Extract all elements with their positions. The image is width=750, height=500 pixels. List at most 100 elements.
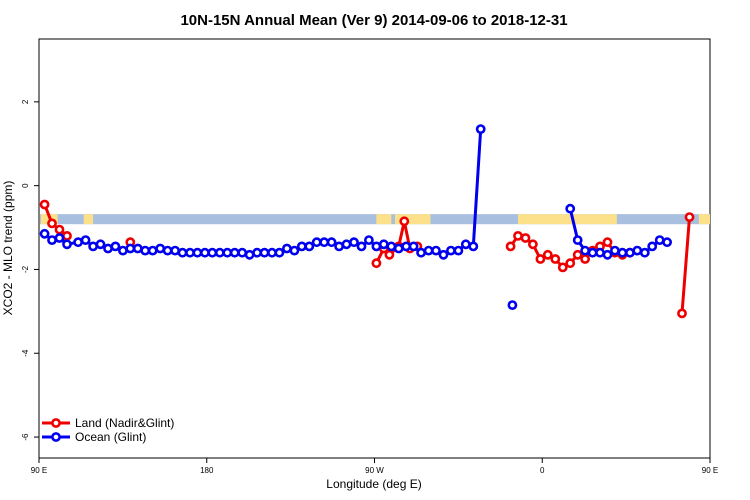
y-tick-label: 0	[21, 183, 30, 188]
ocean-data-point	[460, 239, 471, 250]
legend-ocean-marker	[51, 432, 61, 442]
ocean-data-point	[475, 124, 486, 135]
land-data-point	[557, 262, 568, 273]
ocean-data-point	[617, 247, 628, 258]
ocean-data-point	[647, 241, 658, 252]
ocean-data-point	[39, 228, 50, 239]
ocean-data-point	[468, 241, 479, 252]
axis-layer: 90 E 180 90 W 0 90 E -6 -4 -2 0 2	[21, 99, 718, 475]
land-data-point	[399, 216, 410, 227]
land-data-point	[550, 254, 561, 264]
land-band-segment	[698, 214, 710, 225]
ocean-data-point	[431, 245, 441, 256]
land-data-point	[39, 199, 50, 210]
land-data-point	[684, 212, 695, 222]
ocean-data-point	[177, 247, 188, 258]
land-data-point	[54, 224, 65, 235]
ocean-data-point	[95, 239, 106, 250]
x-tick-label: 90 E	[31, 466, 47, 475]
x-tick-label: 180	[200, 466, 214, 475]
land-data-point	[677, 308, 687, 319]
ocean-data-point	[289, 245, 300, 256]
ocean-data-point	[445, 245, 456, 256]
land-data-point	[602, 237, 613, 248]
land-data-point	[62, 230, 72, 241]
ocean-data-point	[580, 245, 590, 256]
ocean-data-point	[602, 249, 613, 260]
ocean-data-point	[610, 245, 620, 256]
ocean-data-point	[378, 239, 389, 250]
land-data-point	[513, 230, 523, 241]
y-tick-label: -2	[21, 265, 30, 273]
x-tick-label: 0	[540, 466, 545, 475]
ocean-data-point	[408, 241, 419, 252]
ocean-data-point	[125, 243, 136, 254]
land-band-segment	[395, 214, 431, 225]
ocean-data-point	[281, 243, 292, 254]
ocean-data-point	[259, 247, 270, 258]
ocean-data-point	[356, 241, 367, 252]
ocean-data-point	[62, 239, 72, 250]
ocean-data-point	[296, 241, 307, 252]
ocean-data-point	[192, 247, 203, 258]
ocean-data-point	[311, 237, 322, 248]
y-tick-label: -4	[21, 349, 30, 357]
legend-land-marker	[51, 418, 61, 428]
ocean-data-point	[639, 247, 650, 258]
land-data-point	[384, 249, 395, 260]
land-series-line	[680, 216, 691, 314]
y-tick-label: -6	[21, 433, 30, 441]
ocean-data-point	[80, 235, 91, 245]
land-data-point	[505, 241, 516, 252]
ocean-data-point	[162, 245, 173, 256]
ocean-data-point	[304, 241, 315, 252]
ocean-data-point	[207, 247, 218, 258]
ocean-data-point	[274, 247, 285, 258]
ocean-data-point	[572, 235, 583, 245]
land-band-segment	[376, 214, 392, 225]
ocean-data-point	[341, 239, 352, 250]
land-data-point	[535, 254, 546, 264]
legend-ocean-label: Ocean (Glint)	[75, 430, 146, 444]
ocean-data-point	[47, 235, 57, 245]
series-layer	[39, 124, 695, 319]
ocean-data-point	[363, 235, 374, 245]
y-tick-label: 2	[21, 99, 30, 104]
ocean-data-point	[349, 237, 359, 248]
ocean-data-point	[438, 249, 449, 260]
ocean-series-line	[43, 129, 483, 257]
land-data-point	[542, 249, 553, 260]
ocean-band	[40, 214, 709, 225]
land-data-point	[371, 258, 382, 269]
land-data-point	[520, 233, 531, 243]
land-data-point	[47, 218, 57, 229]
ocean-data-point	[565, 203, 576, 214]
land-band-segment	[83, 214, 94, 225]
ocean-data-point	[416, 247, 426, 258]
ocean-data-point	[453, 245, 464, 256]
chart-title: 10N-15N Annual Mean (Ver 9) 2014-09-06 t…	[180, 12, 567, 29]
x-tick-label: 90 E	[702, 466, 718, 475]
land-data-point	[580, 254, 590, 264]
ocean-data-point	[140, 245, 151, 256]
x-axis-label: Longitude (deg E)	[326, 477, 421, 491]
ocean-data-point	[507, 300, 518, 310]
ocean-data-point	[110, 241, 121, 252]
ocean-data-point	[73, 237, 83, 248]
ocean-data-point	[393, 243, 404, 254]
land-data-point	[572, 249, 583, 260]
band-layer	[40, 214, 710, 225]
ocean-data-point	[662, 237, 672, 248]
legend-land-label: Land (Nadir&Glint)	[75, 416, 174, 430]
ocean-data-point	[595, 247, 605, 258]
ocean-data-point	[214, 247, 225, 258]
land-band-segment	[518, 214, 617, 225]
ocean-data-point	[244, 249, 255, 260]
y-axis-label: XCO2 - MLO trend (ppm)	[1, 181, 15, 316]
ocean-data-point	[147, 245, 158, 256]
ocean-data-point	[632, 245, 643, 256]
ocean-data-point	[326, 237, 337, 248]
ocean-data-point	[229, 247, 240, 258]
legend: Land (Nadir&Glint) Ocean (Glint)	[42, 416, 174, 444]
